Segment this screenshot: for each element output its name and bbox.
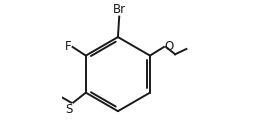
Text: F: F: [65, 40, 71, 53]
Text: O: O: [164, 40, 173, 53]
Text: S: S: [66, 103, 73, 116]
Text: Br: Br: [113, 3, 126, 16]
